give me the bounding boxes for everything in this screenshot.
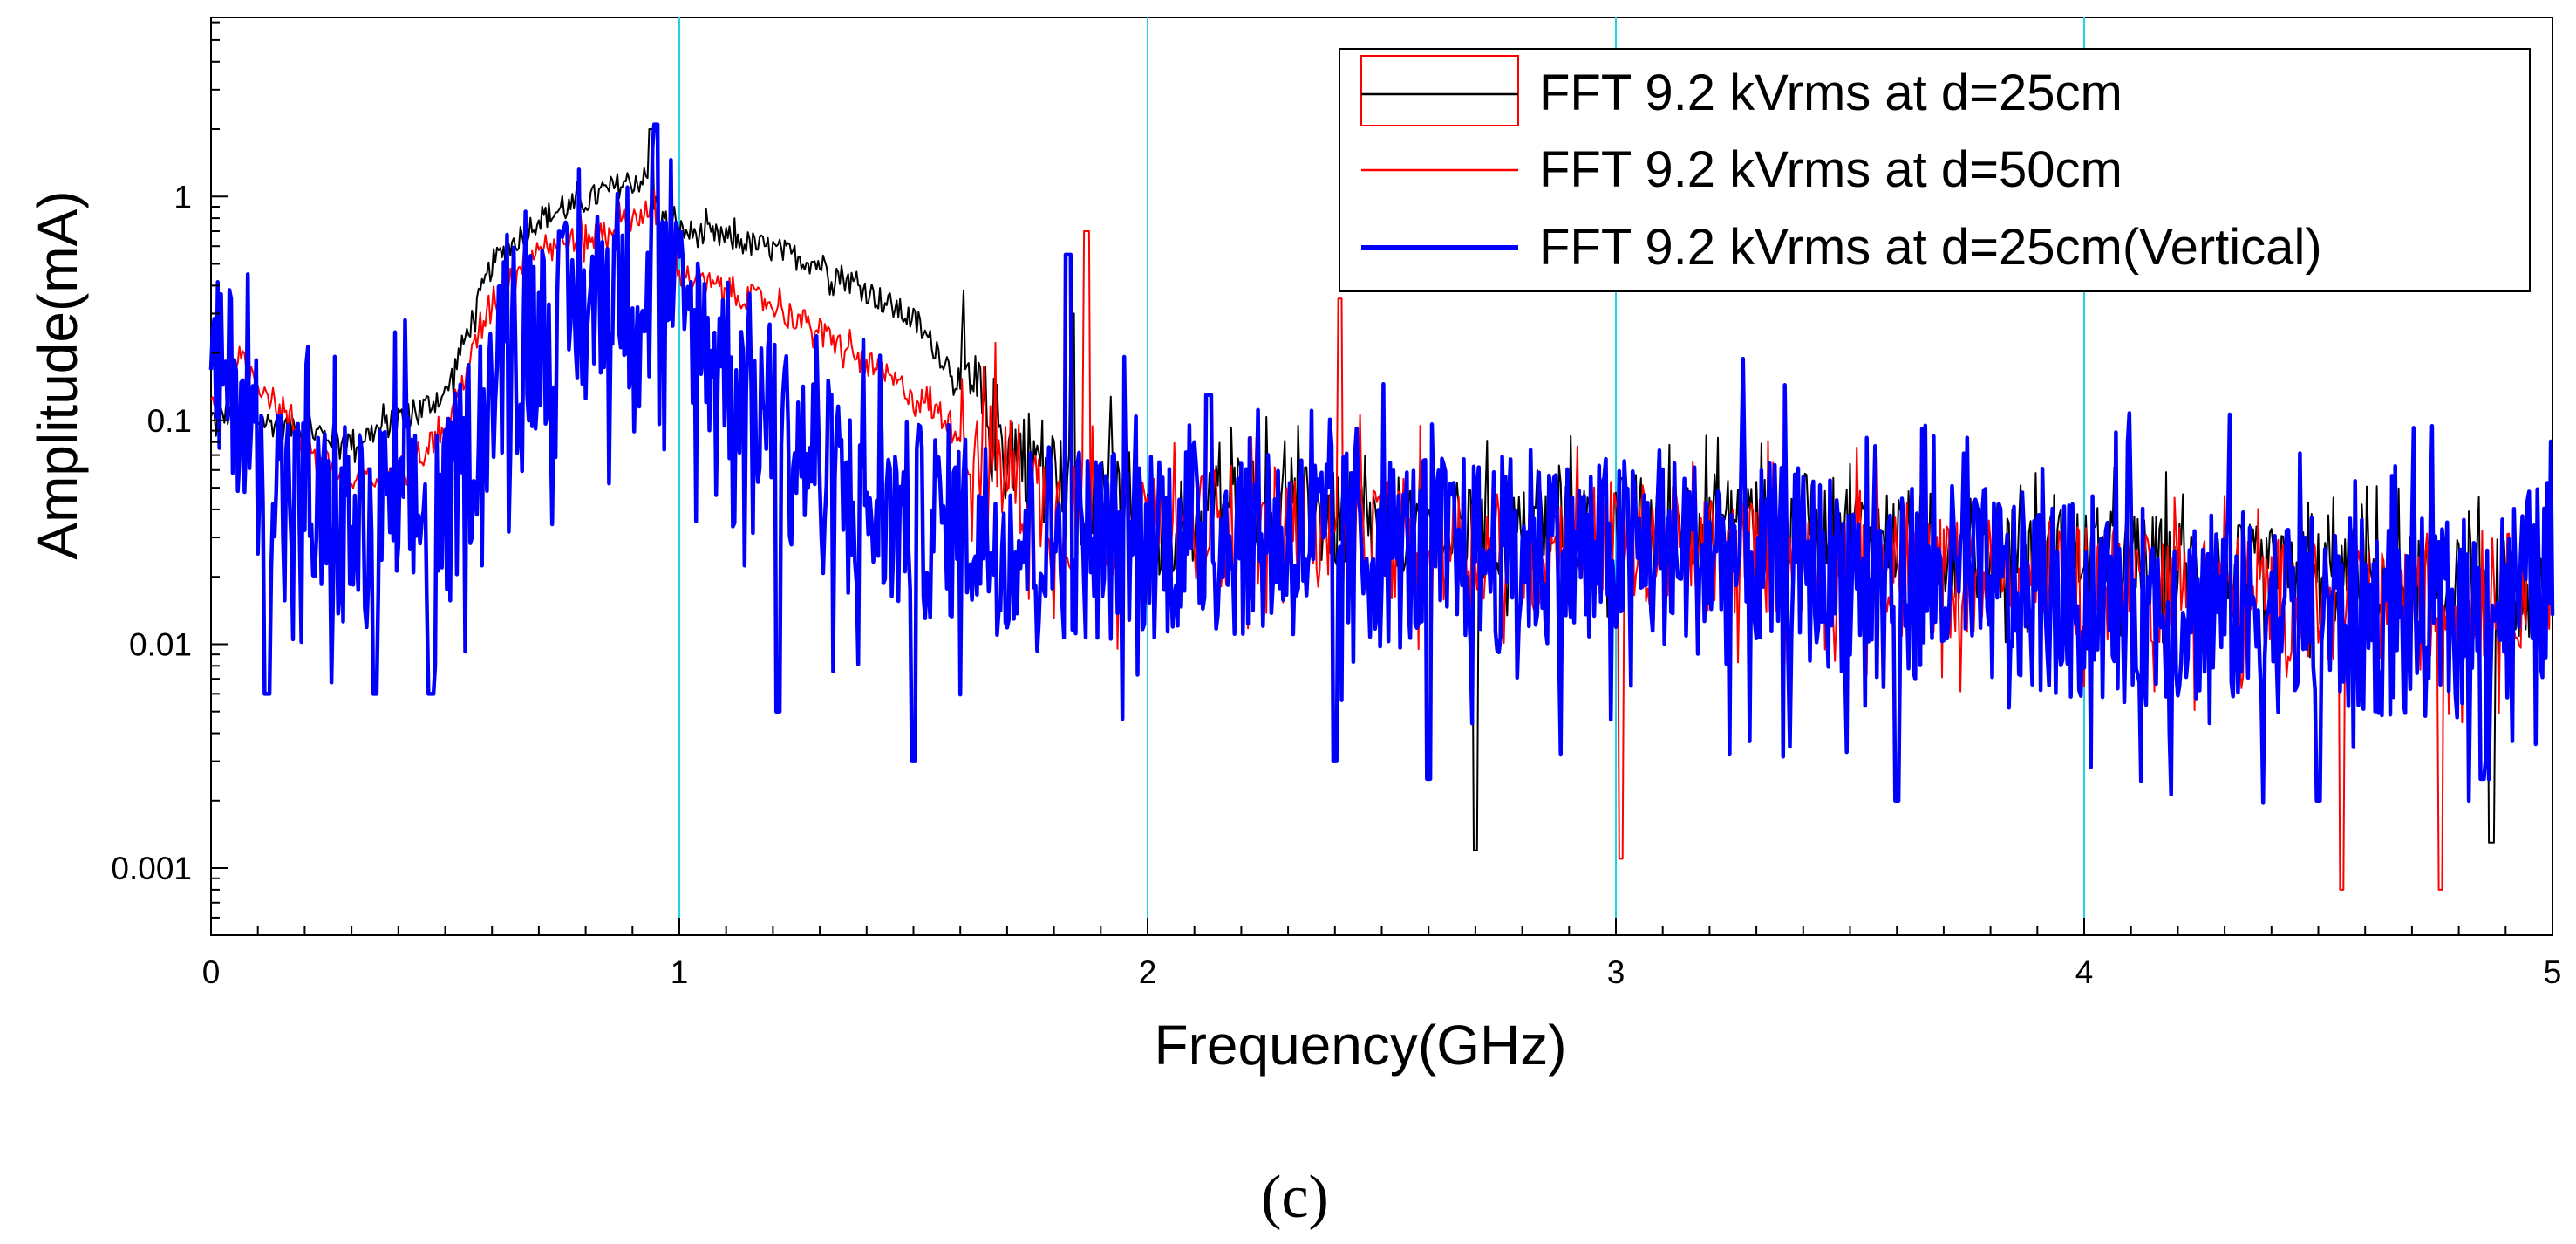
y-tick-label: 0.01 [129,626,192,662]
series-layer [208,122,2555,891]
legend-box [1339,48,2531,292]
y-axis-ticks [211,21,228,919]
y-axis-title: Amplitude(mA) [26,190,89,559]
legend-label-series-1: FFT 9.2 kVrms at d=25cm [1539,65,2123,121]
y-tick-label: 0.1 [147,403,192,439]
series-line-3 [208,122,2555,805]
x-tick-label: 0 [202,954,221,990]
x-axis-title: Frequency(GHz) [1155,1014,1567,1077]
legend-swatch-box-series-1 [1360,55,1519,126]
x-tick-label: 1 [671,954,689,990]
legend: FFT 9.2 kVrms at d=25cm FFT 9.2 kVrms at… [1339,48,2531,292]
legend-label-series-3: FFT 9.2 kVrms at d=25cm(Vertical) [1539,219,2322,276]
figure-caption: (c) [1261,1164,1329,1231]
x-tick-label: 4 [2075,954,2094,990]
x-axis-ticks [210,918,2553,935]
y-tick-label: 0.001 [111,851,192,886]
y-tick-label: 1 [174,179,192,215]
x-tick-label: 3 [1607,954,1625,990]
y-axis-tick-labels: 0.001 0.01 0.1 1 [111,179,192,886]
x-axis-tick-labels: 0 1 2 3 4 5 [202,954,2562,990]
x-tick-label: 5 [2544,954,2562,990]
legend-label-series-2: FFT 9.2 kVrms at d=50cm [1539,141,2123,198]
x-tick-label: 2 [1139,954,1157,990]
